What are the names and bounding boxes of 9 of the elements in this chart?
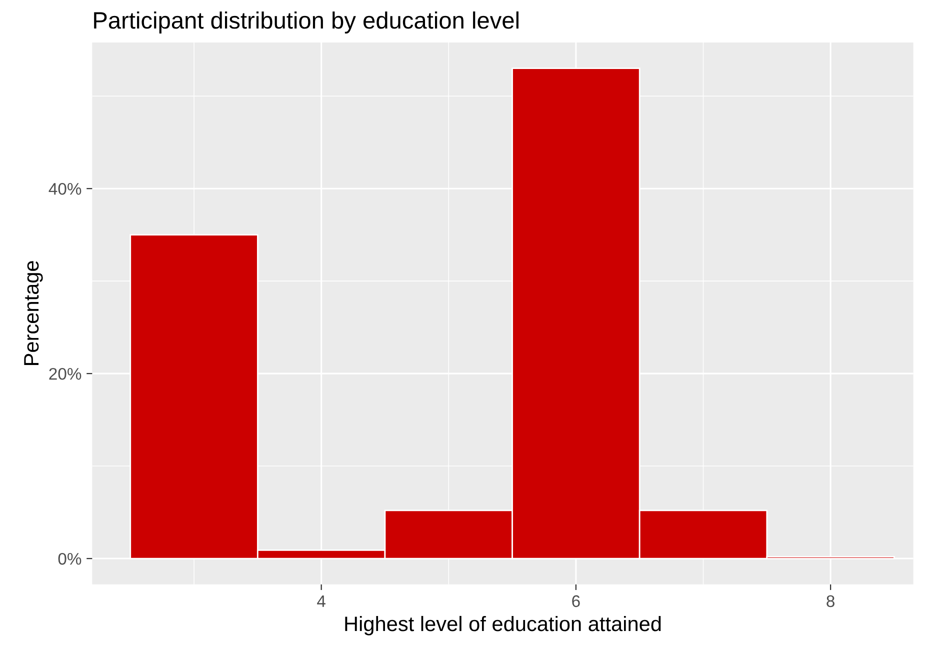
y-tick-label: 20% xyxy=(49,368,82,380)
y-tick-label: 0% xyxy=(58,552,82,565)
chart-title: Participant distribution by education level xyxy=(94,11,518,34)
x-tick-label: 4 xyxy=(317,595,326,607)
x-axis-title: Highest level of education attained xyxy=(345,616,661,636)
y-tick-label: 40% xyxy=(48,182,82,195)
y-axis-title: Percentage xyxy=(24,261,43,366)
x-tick-label: 8 xyxy=(826,595,834,608)
x-tick-label: 6 xyxy=(572,595,580,608)
